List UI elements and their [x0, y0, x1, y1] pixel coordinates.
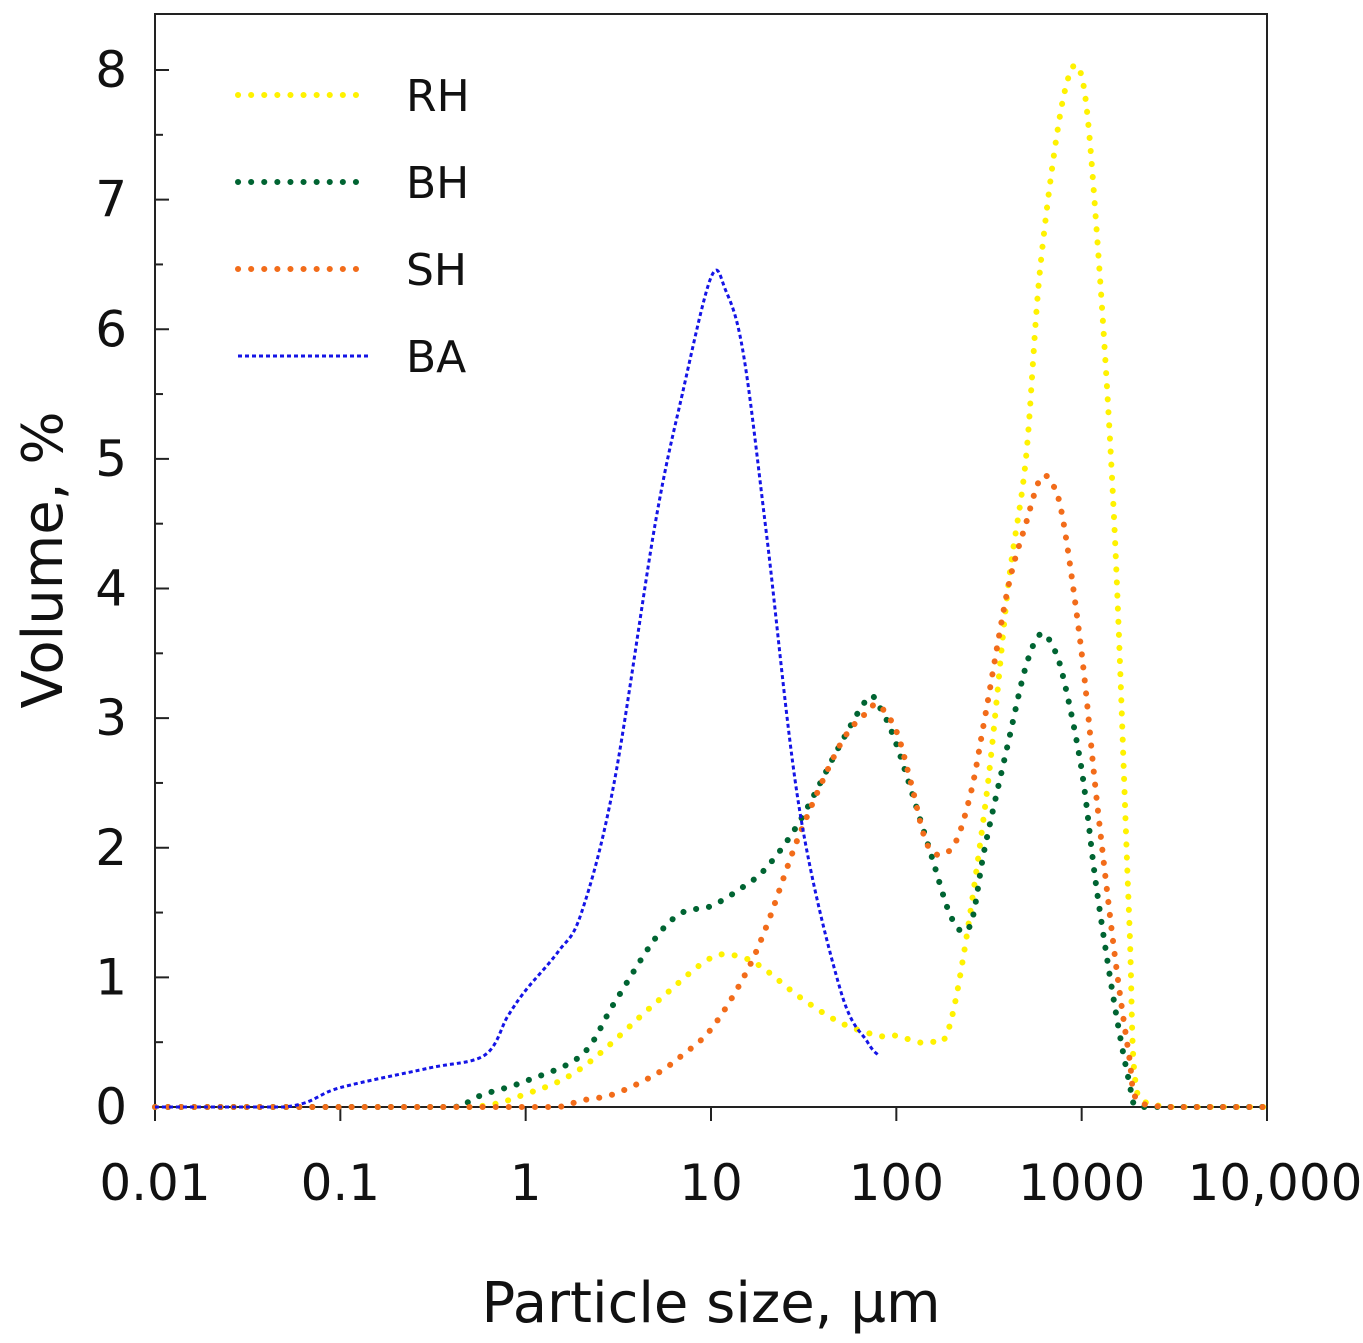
x-tick-label: 0.01: [99, 1154, 210, 1212]
y-tick-label: 2: [95, 819, 127, 877]
y-tick-label: 7: [95, 171, 127, 229]
x-axis-title: Particle size, µm: [481, 1271, 940, 1336]
y-axis-title: Volume, %: [11, 411, 76, 708]
y-tick-label: 4: [95, 560, 127, 618]
series-ba-line: [155, 268, 880, 1109]
x-tick-label: 1000: [1018, 1154, 1145, 1212]
legend: RH BH SH BA: [235, 71, 470, 383]
y-tick-label: 5: [95, 430, 127, 488]
x-tick-label: 0.1: [301, 1154, 381, 1212]
x-tick-label: 100: [849, 1154, 944, 1212]
plot-frame: [154, 13, 1268, 1108]
legend-label-rh: RH: [406, 71, 470, 122]
legend-label-ba: BA: [406, 332, 466, 383]
x-tick-label: 1: [510, 1154, 542, 1212]
series-rh-line: [152, 61, 1270, 1111]
series-sh-line: [152, 472, 1270, 1111]
y-tick-label: 1: [95, 948, 127, 1006]
legend-label-bh: BH: [406, 158, 469, 209]
y-axis: 0 1 2 3 4 5 6 7 8: [95, 41, 169, 1136]
series-bh-line: [152, 630, 1270, 1111]
x-axis: 0.01 0.1 1 10 100 1000 10,000: [99, 1107, 1362, 1212]
y-tick-label: 0: [95, 1078, 127, 1136]
x-tick-label: 10,000: [1188, 1154, 1363, 1212]
y-tick-label: 8: [95, 41, 127, 99]
legend-label-sh: SH: [406, 245, 467, 296]
series-layer: [152, 61, 1270, 1111]
y-tick-label: 6: [95, 300, 127, 358]
y-tick-label: 3: [95, 689, 127, 747]
x-tick-label: 10: [679, 1154, 743, 1212]
